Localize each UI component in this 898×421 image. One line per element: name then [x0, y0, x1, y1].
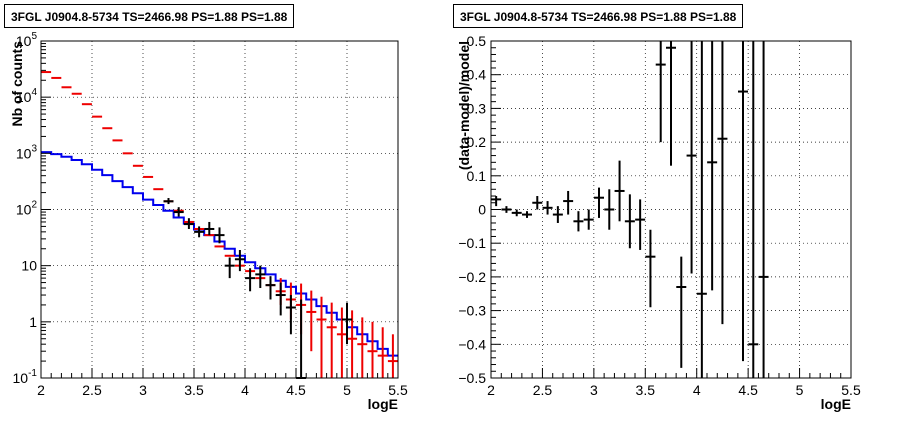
x-tick-label: 2 [37, 382, 45, 398]
y-tick-label: 10 [21, 258, 37, 274]
y-tick-label: 0.2 [467, 134, 487, 150]
x-tick-label: 5 [343, 382, 351, 398]
left-chart-title: 3FGL J0904.8-5734 TS=2466.98 PS=1.88 PS=… [4, 4, 295, 28]
counts-spectrum-plot: 2 2.5 3 3.5 4 4.5 5 5.5 10-1 1 10 102 103 104 105 logE N… [9, 31, 408, 412]
y-tick-label: 105 [16, 31, 38, 49]
x-tick-label: 2.5 [533, 382, 553, 398]
right-chart-title: 3FGL J0904.8-5734 TS=2466.98 PS=1.88 PS=… [453, 4, 744, 28]
x-tick-label: 4 [241, 382, 249, 398]
y-tick-label: −0.5 [458, 370, 486, 386]
x-tick-label: 4.5 [286, 382, 306, 398]
y-axis-title: (data-model)/model [456, 41, 472, 170]
y-tick-label: −0.4 [458, 336, 486, 352]
y-tick-label: 104 [16, 87, 38, 105]
x-tick-label: 3.5 [184, 382, 204, 398]
x-tick-label: 5.5 [388, 382, 408, 398]
residuals-plot: 2 2.5 3 3.5 4 4.5 5 5.5 0.5 0.4 0.3 0.2 0.1 0 −0.1 −0.2… [456, 33, 861, 412]
x-axis-title: logE [368, 396, 398, 412]
x-tick-label: 4.5 [738, 382, 758, 398]
y-tick-label: 10-1 [13, 368, 38, 386]
x-tick-label: 5.5 [841, 382, 861, 398]
x-tick-label: 3 [139, 382, 147, 398]
x-tick-label: 3 [590, 382, 598, 398]
y-axis-title: Nb of counts [9, 41, 25, 127]
x-tick-label: 2 [487, 382, 495, 398]
y-tick-label: 0.5 [467, 33, 487, 49]
plot-frame [40, 40, 399, 379]
x-tick-label: 5 [796, 382, 804, 398]
y-tick-label: 0 [478, 202, 486, 218]
y-tick-label: −0.1 [458, 235, 486, 251]
x-axis-title: logE [821, 396, 851, 412]
y-tick-label: 103 [16, 143, 38, 161]
y-tick-label: 0.1 [467, 168, 487, 184]
y-tick-label: −0.2 [458, 269, 486, 285]
y-tick-label: −0.3 [458, 303, 486, 319]
x-tick-label: 2.5 [82, 382, 102, 398]
x-tick-label: 3.5 [636, 382, 656, 398]
x-tick-label: 4 [693, 382, 701, 398]
model-histogram-line [41, 151, 398, 357]
y-tick-label: 102 [16, 200, 38, 218]
y-tick-label: 0.3 [467, 100, 487, 116]
y-tick-label: 0.4 [467, 67, 487, 83]
y-tick-label: 1 [29, 314, 37, 330]
